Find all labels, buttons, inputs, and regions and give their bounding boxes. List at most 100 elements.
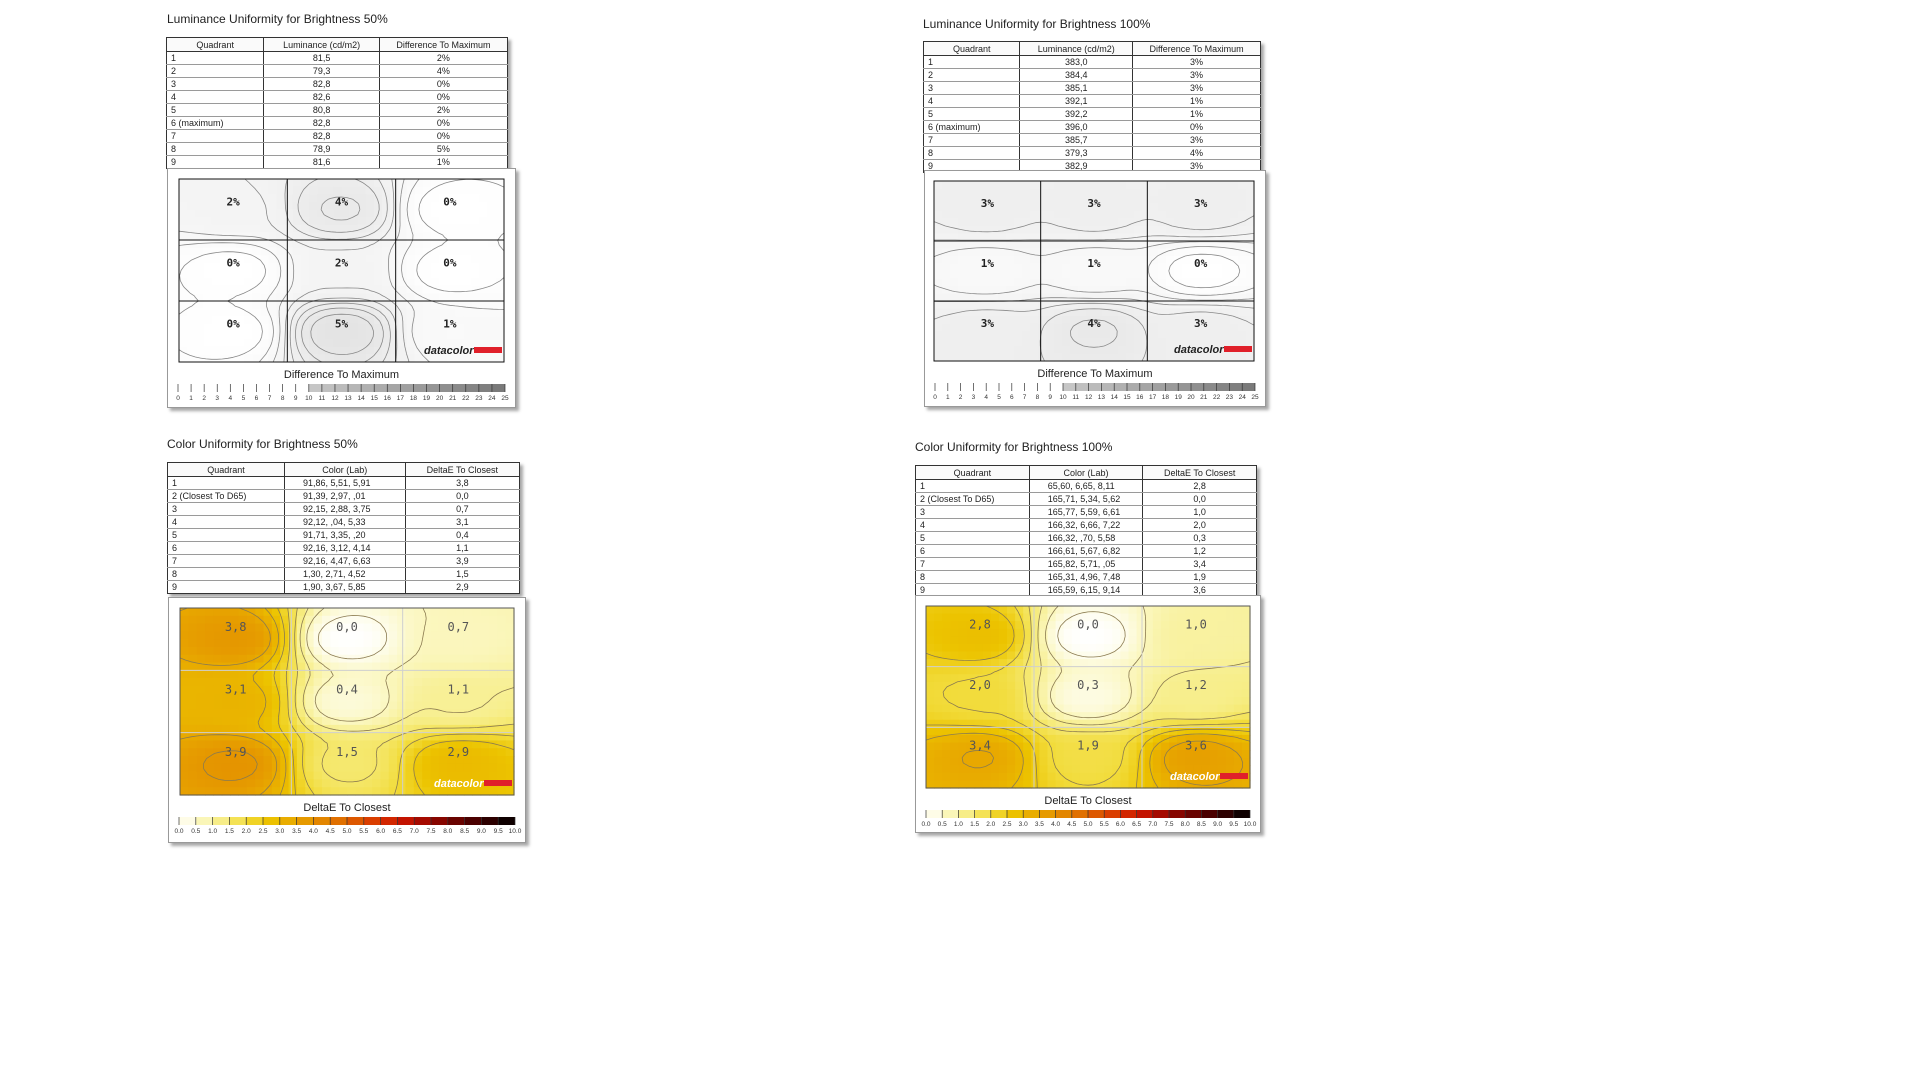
heat-cell	[934, 241, 943, 250]
heat-cell	[439, 346, 448, 355]
scale-swatch	[1233, 810, 1250, 818]
heat-cell	[405, 662, 415, 671]
heat-cell	[1160, 697, 1170, 706]
quadrant-value: 2,9	[447, 745, 469, 759]
scale-swatch	[1120, 810, 1137, 818]
scale-swatch	[413, 384, 427, 392]
heat-cell	[1182, 256, 1191, 265]
heat-cell	[1230, 248, 1239, 257]
scale-swatch	[347, 817, 364, 825]
heat-cell	[1112, 628, 1121, 637]
heat-cell	[357, 209, 367, 218]
heat-cell	[406, 255, 416, 264]
heat-cell	[255, 717, 265, 726]
heat-cell	[974, 674, 984, 683]
heat-cell	[1174, 203, 1183, 212]
heat-cell	[1206, 323, 1215, 332]
heat-cell	[1086, 263, 1095, 272]
heat-cell	[942, 211, 951, 220]
heat-cell	[305, 678, 315, 687]
heat-cell	[1169, 704, 1178, 713]
heat-cell	[406, 201, 416, 211]
heat-cell	[990, 331, 999, 340]
scale-tick-label: 15	[371, 395, 379, 402]
heat-cell	[1166, 218, 1175, 227]
heat-cell	[998, 742, 1008, 751]
heat-cell	[998, 256, 1007, 265]
heat-cell	[463, 678, 473, 687]
heat-cell	[374, 316, 383, 325]
heat-cell	[363, 748, 373, 757]
heat-cell	[934, 674, 943, 683]
heat-cell	[180, 670, 189, 679]
heat-cell	[357, 179, 367, 188]
heat-cell	[347, 608, 356, 617]
heat-cell	[405, 748, 415, 757]
heat-cell	[447, 678, 457, 687]
heat-cell	[1150, 331, 1159, 340]
heat-cell	[288, 709, 298, 718]
heat-cell	[333, 240, 343, 249]
heat-cell	[974, 643, 984, 653]
scale-tick-label: 0.0	[174, 828, 183, 835]
heat-cell	[463, 787, 473, 796]
scale-tick-label: 3	[215, 395, 219, 402]
heat-cell	[422, 201, 432, 211]
table-cell: 384,4	[1019, 68, 1134, 82]
heat-cell	[479, 232, 489, 241]
heat-cell	[1206, 346, 1215, 355]
heat-cell	[325, 262, 334, 272]
heat-cell	[1063, 750, 1073, 759]
heat-cell	[357, 285, 367, 294]
heat-cell	[1047, 712, 1057, 721]
heat-cell	[1134, 218, 1143, 227]
heat-cell	[180, 693, 189, 703]
heat-cell	[313, 779, 323, 788]
heat-cell	[405, 678, 415, 687]
heat-cell	[950, 346, 959, 355]
heat-cell	[188, 646, 198, 656]
heat-cell	[1054, 271, 1063, 280]
heat-cell	[188, 709, 198, 718]
heat-cell	[1014, 196, 1023, 205]
scale-tick-label: 2.0	[242, 828, 251, 835]
heat-cell	[1088, 772, 1097, 782]
heat-cell	[317, 186, 326, 195]
heat-cell	[1222, 308, 1231, 317]
heat-cell	[221, 623, 231, 632]
heat-cell	[219, 186, 229, 195]
heat-cell	[471, 209, 481, 218]
table-cell: 3,8	[404, 476, 521, 490]
heat-cell	[1241, 628, 1251, 637]
heat-cell	[276, 331, 286, 340]
heat-cell	[414, 194, 424, 203]
heat-cell	[382, 247, 391, 256]
heat-cell	[1126, 293, 1135, 302]
heat-cell	[347, 646, 356, 656]
heat-cell	[934, 621, 943, 630]
heat-cell	[1079, 704, 1089, 713]
table-cell: 0%	[378, 90, 509, 104]
heat-cell	[1046, 181, 1055, 190]
heat-cell	[252, 270, 261, 279]
heat-cell	[211, 323, 221, 333]
heat-cell	[1079, 636, 1089, 645]
heat-cell	[406, 346, 416, 355]
heat-cell	[1166, 203, 1175, 212]
heat-cell	[1102, 286, 1111, 295]
heat-cell	[1120, 666, 1130, 675]
heat-cell	[1166, 286, 1175, 295]
heat-cell	[1238, 203, 1247, 212]
heat-cell	[230, 717, 240, 726]
heat-cell	[958, 772, 968, 782]
heat-cell	[397, 608, 407, 617]
heat-cell	[333, 331, 343, 340]
table-cell: 8	[915, 570, 1030, 584]
heat-cell	[1104, 666, 1113, 675]
heat-cell	[1022, 248, 1031, 257]
heat-cell	[349, 293, 359, 302]
heat-cell	[1110, 241, 1119, 250]
heat-cell	[950, 636, 959, 645]
heat-cell	[950, 606, 959, 615]
heat-cell	[1144, 750, 1154, 759]
